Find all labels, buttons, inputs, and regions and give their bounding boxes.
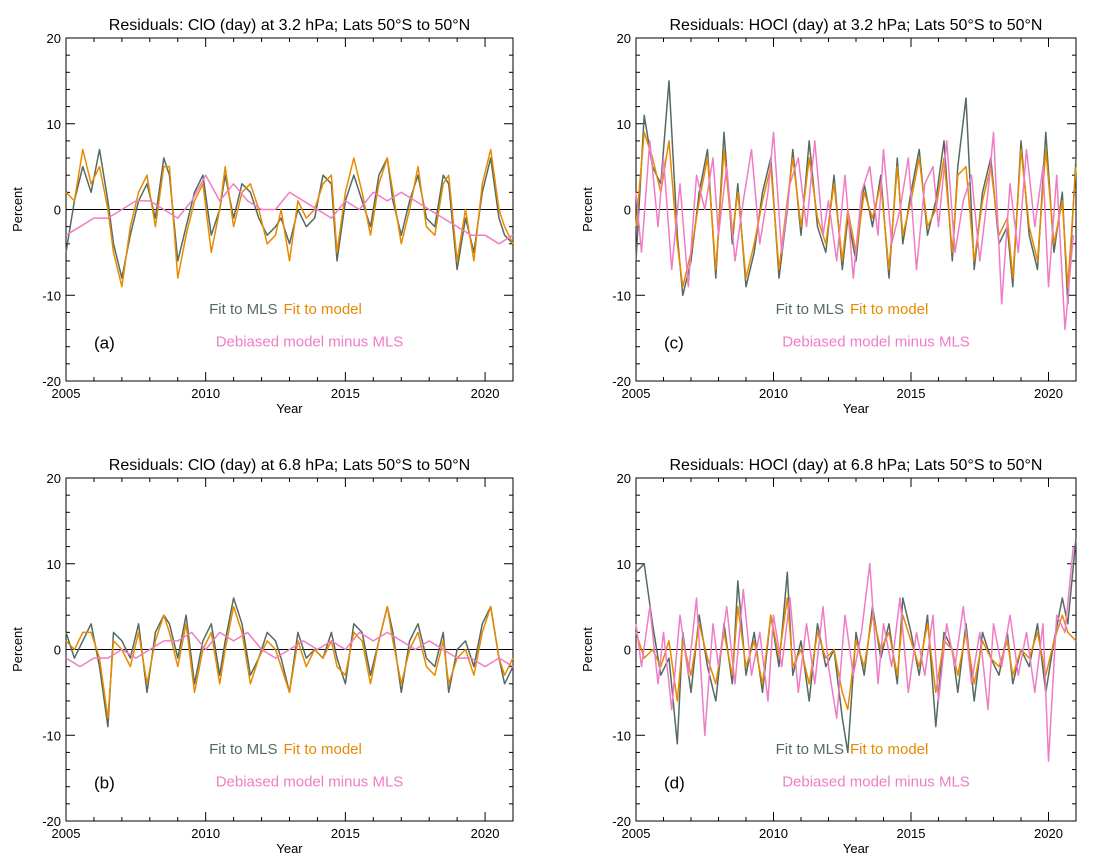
chart-panel-1: Residuals: ClO (day) at 3.2 hPa; Lats 50… [10, 17, 514, 416]
x-tick-label: 2010 [191, 386, 220, 401]
panel-label: (a) [94, 334, 115, 353]
y-tick-label: 0 [54, 643, 61, 658]
panel-label: (d) [664, 774, 685, 793]
chart-title: Residuals: ClO (day) at 3.2 hPa; Lats 50… [109, 17, 470, 34]
series-line-3 [65, 631, 514, 668]
legend-fit-to-model: Fit to model [284, 741, 362, 758]
x-tick-label: 2020 [1034, 386, 1063, 401]
y-axis-label: Percent [580, 627, 595, 672]
x-tick-label: 2020 [471, 826, 500, 841]
series-line-3 [635, 546, 1075, 762]
y-tick-label: 10 [617, 557, 631, 572]
y-tick-label: 0 [624, 203, 631, 218]
chart-panel-2: Residuals: HOCl (day) at 3.2 hPa; Lats 5… [580, 17, 1077, 416]
series-line-2 [65, 605, 514, 719]
series-line-3 [65, 174, 514, 245]
y-tick-label: 20 [617, 31, 631, 46]
x-tick-label: 2020 [471, 386, 500, 401]
x-tick-label: 2015 [897, 826, 926, 841]
x-tick-label: 2010 [759, 386, 788, 401]
legend-debiased: Debiased model minus MLS [216, 334, 404, 351]
chart-title: Residuals: ClO (day) at 6.8 hPa; Lats 50… [109, 457, 470, 474]
x-axis-label: Year [843, 401, 870, 416]
y-tick-label: -20 [612, 374, 631, 389]
x-axis-label: Year [276, 401, 303, 416]
y-tick-label: 10 [47, 557, 61, 572]
panel-label: (b) [94, 774, 115, 793]
y-tick-label: 0 [624, 643, 631, 658]
legend-debiased: Debiased model minus MLS [782, 774, 970, 791]
x-tick-label: 2015 [331, 386, 360, 401]
x-tick-label: 2015 [897, 386, 926, 401]
y-tick-label: -20 [612, 814, 631, 829]
legend-fit-to-mls: Fit to MLS [209, 741, 277, 758]
legend-debiased: Debiased model minus MLS [782, 334, 970, 351]
y-tick-label: -10 [612, 728, 631, 743]
y-tick-label: -10 [612, 288, 631, 303]
series-line-3 [635, 131, 1075, 331]
chart-title: Residuals: HOCl (day) at 3.2 hPa; Lats 5… [670, 17, 1043, 34]
x-axis-label: Year [843, 841, 870, 856]
y-tick-label: -20 [42, 374, 61, 389]
x-tick-label: 2005 [622, 386, 651, 401]
series-line-1 [65, 148, 514, 279]
y-tick-label: 20 [47, 471, 61, 486]
legend-fit-to-mls: Fit to MLS [209, 301, 277, 318]
y-tick-label: 0 [54, 203, 61, 218]
x-tick-label: 2005 [622, 826, 651, 841]
legend-fit-to-model: Fit to model [284, 301, 362, 318]
x-axis-label: Year [276, 841, 303, 856]
x-tick-label: 2010 [759, 826, 788, 841]
y-tick-label: -20 [42, 814, 61, 829]
x-tick-label: 2010 [191, 826, 220, 841]
legend-fit-to-model: Fit to model [850, 301, 928, 318]
legend-fit-to-mls: Fit to MLS [776, 741, 844, 758]
x-tick-label: 2020 [1034, 826, 1063, 841]
y-tick-label: -10 [42, 288, 61, 303]
legend-fit-to-model: Fit to model [850, 741, 928, 758]
x-tick-label: 2015 [331, 826, 360, 841]
chart-panel-4: Residuals: HOCl (day) at 6.8 hPa; Lats 5… [580, 457, 1077, 856]
y-tick-label: 10 [47, 117, 61, 132]
x-tick-label: 2005 [52, 826, 81, 841]
x-tick-label: 2005 [52, 386, 81, 401]
legend-debiased: Debiased model minus MLS [216, 774, 404, 791]
y-axis-label: Percent [10, 187, 25, 232]
legend-fit-to-mls: Fit to MLS [776, 301, 844, 318]
y-tick-label: 20 [617, 471, 631, 486]
series-line-2 [65, 148, 514, 288]
y-tick-label: 10 [617, 117, 631, 132]
y-axis-label: Percent [580, 187, 595, 232]
y-tick-label: 20 [47, 31, 61, 46]
chart-panel-3: Residuals: ClO (day) at 6.8 hPa; Lats 50… [10, 457, 514, 856]
chart-title: Residuals: HOCl (day) at 6.8 hPa; Lats 5… [670, 457, 1043, 474]
y-tick-label: -10 [42, 728, 61, 743]
y-axis-label: Percent [10, 627, 25, 672]
panel-label: (c) [664, 334, 684, 353]
